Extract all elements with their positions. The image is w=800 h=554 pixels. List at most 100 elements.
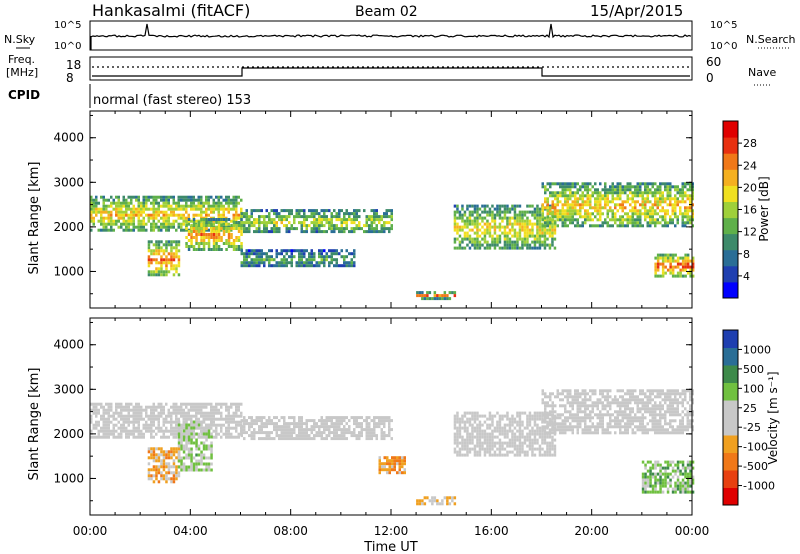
velocity-cell xyxy=(521,444,524,448)
velocity-cell xyxy=(170,453,173,457)
velocity-cell xyxy=(448,502,452,506)
power-cell xyxy=(102,210,105,214)
velocity-cell xyxy=(117,402,120,406)
power-cell xyxy=(551,182,554,186)
power-cell xyxy=(363,209,366,213)
velocity-cell xyxy=(195,453,198,457)
velocity-cell xyxy=(132,429,135,433)
velocity-cell xyxy=(569,425,572,429)
velocity-cell xyxy=(553,420,557,424)
velocity-cell xyxy=(574,416,577,420)
velocity-cell xyxy=(656,413,659,417)
velocity-cell xyxy=(508,429,512,433)
velocity-cell xyxy=(167,414,170,418)
power-cell xyxy=(92,210,95,214)
power-cell xyxy=(308,252,311,256)
velocity-cell xyxy=(661,428,664,432)
velocity-cell xyxy=(240,428,243,432)
power-cell xyxy=(538,222,542,226)
power-cell xyxy=(528,204,532,208)
velocity-cell xyxy=(255,431,258,435)
velocity-cell xyxy=(654,413,657,417)
power-cell xyxy=(175,243,178,247)
velocity-cell xyxy=(350,434,353,438)
velocity-cell xyxy=(180,444,183,448)
power-cell xyxy=(373,209,376,213)
power-cell xyxy=(426,294,429,298)
power-cell xyxy=(691,182,694,186)
velocity-cell xyxy=(549,422,552,426)
velocity-cell xyxy=(160,474,163,478)
power-cell xyxy=(172,267,176,271)
power-cell xyxy=(172,213,175,217)
velocity-cell xyxy=(644,490,647,494)
velocity-cell xyxy=(207,426,211,430)
velocity-cell xyxy=(175,420,178,424)
power-cell xyxy=(661,197,664,201)
power-cell xyxy=(172,207,175,211)
velocity-cell xyxy=(187,453,191,457)
power-cell xyxy=(526,240,529,244)
velocity-cell xyxy=(659,401,662,405)
velocity-cell xyxy=(177,432,181,436)
power-cell xyxy=(649,188,652,192)
velocity-cell xyxy=(513,438,517,442)
velocity-cell xyxy=(207,444,211,448)
velocity-cell xyxy=(162,417,165,421)
velocity-cell xyxy=(185,402,188,406)
velocity-cell xyxy=(538,450,542,454)
velocity-cell xyxy=(553,426,557,430)
power-cell xyxy=(689,259,692,263)
velocity-cell xyxy=(125,426,128,430)
velocity-cell xyxy=(243,425,246,429)
power-cell xyxy=(538,219,542,223)
power-cell xyxy=(508,246,512,250)
power-cell xyxy=(656,259,660,263)
power-cell xyxy=(553,246,557,250)
velocity-cell xyxy=(564,416,567,420)
velocity-cell xyxy=(147,447,151,451)
velocity-cell xyxy=(548,450,552,454)
power-cell xyxy=(503,231,507,235)
velocity-cell xyxy=(175,471,178,475)
velocity-cell xyxy=(212,408,215,412)
velocity-cell xyxy=(546,444,549,448)
velocity-cell xyxy=(205,444,208,448)
power-cell xyxy=(115,201,118,205)
velocity-cell xyxy=(197,468,201,472)
power-cell xyxy=(491,210,494,214)
velocity-cell xyxy=(250,425,253,429)
velocity-cell xyxy=(240,411,243,415)
power-cell xyxy=(528,246,532,250)
power-cell xyxy=(548,243,552,247)
power-cell xyxy=(150,201,153,205)
power-cell xyxy=(235,224,238,227)
power-cell xyxy=(350,252,353,256)
velocity-cell xyxy=(531,432,534,436)
power-cell xyxy=(167,195,170,199)
velocity-cell xyxy=(549,392,552,396)
power-cell xyxy=(315,230,318,234)
velocity-cell xyxy=(185,456,188,460)
power-cell xyxy=(300,252,303,256)
power-cell xyxy=(298,209,301,213)
power-cell xyxy=(105,210,108,214)
velocity-cell xyxy=(115,423,118,427)
velocity-cell xyxy=(533,420,537,424)
power-cell xyxy=(245,218,248,222)
power-cell xyxy=(350,264,353,268)
power-cell xyxy=(641,224,644,228)
velocity-cell xyxy=(248,416,251,420)
power-cell xyxy=(639,209,642,213)
power-cell xyxy=(192,198,195,202)
velocity-cell xyxy=(496,420,499,424)
power-cell xyxy=(313,212,316,216)
power-cell xyxy=(476,237,479,241)
power-cell xyxy=(621,191,624,195)
power-cell xyxy=(350,261,353,265)
velocity-cell xyxy=(551,428,554,432)
velocity-cell xyxy=(533,435,537,439)
power-cell xyxy=(664,197,667,201)
power-cell xyxy=(456,210,459,214)
velocity-cell xyxy=(102,432,105,436)
